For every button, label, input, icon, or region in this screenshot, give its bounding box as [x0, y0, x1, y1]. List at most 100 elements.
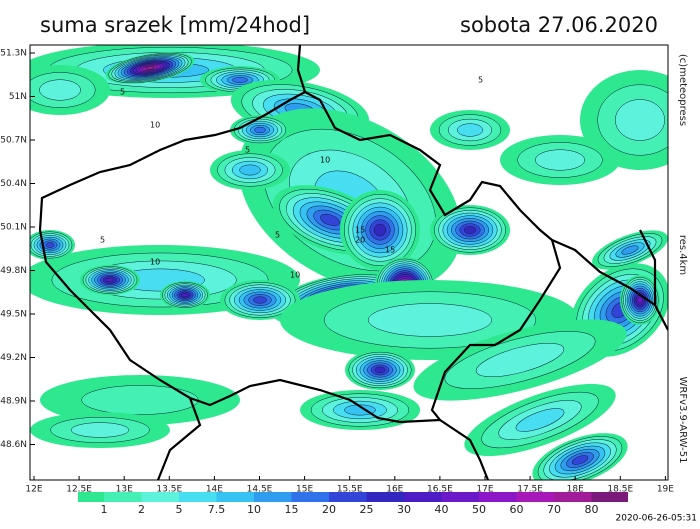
timestamp: 2020-06-26-05:31 — [616, 514, 698, 524]
lon-label: 14.5E — [247, 485, 273, 495]
precip-blob — [367, 303, 493, 337]
contour-label: 10 — [150, 121, 160, 130]
precip-blob — [571, 455, 589, 465]
lon-label: 19E — [657, 485, 674, 495]
legend-label: 60 — [510, 503, 524, 516]
lat-label: 48.6N — [0, 440, 27, 450]
lon-label: 17.5E — [517, 485, 543, 495]
precip-blob — [81, 385, 199, 415]
title: suma srazek [mm/24hod] — [40, 13, 310, 37]
legend-label: 50 — [472, 503, 486, 516]
border-cz — [38, 90, 562, 424]
precip-blob — [232, 77, 248, 83]
border-de-at — [156, 397, 202, 480]
border-de-pl — [296, 45, 307, 93]
contour-label: 5 — [245, 146, 250, 155]
lon-label: 15.5E — [337, 485, 363, 495]
contour-label: 20 — [355, 236, 365, 245]
border-pl-sk — [639, 229, 657, 305]
precip-blob — [70, 422, 130, 438]
legend-label: 20 — [322, 503, 336, 516]
lon-label: 12E — [25, 485, 42, 495]
precip-blob — [373, 223, 387, 237]
legend-label: 1 — [101, 503, 108, 516]
lon-label: 15E — [296, 485, 313, 495]
precip-blob — [145, 66, 155, 70]
lat-label: 49.5N — [0, 310, 27, 320]
legend-label: 5 — [176, 503, 183, 516]
precip-blob — [239, 164, 261, 176]
copyright: (c)meteopress — [677, 54, 688, 126]
legend-label: 10 — [247, 503, 261, 516]
legend-swatch — [516, 492, 554, 502]
contour-label: 5 — [100, 236, 105, 245]
lon-label: 18E — [567, 485, 584, 495]
legend-label: 2 — [138, 503, 145, 516]
legend-swatch — [78, 492, 104, 502]
precip-blob — [637, 296, 643, 304]
lon-label: 18.5E — [607, 485, 633, 495]
contour-label: 5 — [275, 231, 280, 240]
legend-label: 25 — [360, 503, 374, 516]
lon-label: 17E — [476, 485, 493, 495]
lon-label: 13.5E — [156, 485, 182, 495]
lat-label: 49.2N — [0, 353, 27, 363]
legend-swatch — [366, 492, 404, 502]
border-at-sk — [439, 419, 490, 480]
legend-swatch — [329, 492, 367, 502]
precip-blob — [254, 126, 266, 134]
legend-swatch — [141, 492, 179, 502]
legend-label: 30 — [397, 503, 411, 516]
contour-label: 5 — [478, 76, 483, 85]
lon-label: 16.5E — [427, 485, 453, 495]
legend-swatch — [216, 492, 254, 502]
legend-swatch — [591, 492, 628, 502]
precip-blob — [463, 226, 477, 234]
precip-blob — [457, 123, 483, 137]
date: sobota 27.06.2020 — [460, 13, 658, 37]
contour-label: 10 — [290, 271, 300, 280]
legend-label: 80 — [585, 503, 599, 516]
lon-label: 16E — [386, 485, 403, 495]
map-frame — [29, 44, 669, 481]
precip-blob — [320, 213, 340, 227]
legend-swatch — [479, 492, 517, 502]
precip-blob — [615, 99, 665, 141]
resolution: res.4km — [677, 235, 688, 275]
lon-label: 14E — [206, 485, 223, 495]
lat-label: 50.1N — [0, 223, 27, 233]
legend-swatch — [441, 492, 479, 502]
model: WRFv3.9-ARW-51 — [677, 377, 688, 464]
lat-label: 50.7N — [0, 136, 27, 146]
legend-swatch — [291, 492, 329, 502]
precip-blob — [181, 292, 189, 298]
legend-swatch — [179, 492, 217, 502]
lon-label: 13E — [116, 485, 133, 495]
legend-swatch — [254, 492, 292, 502]
legend-swatch — [554, 492, 592, 502]
legend-label: 7.5 — [208, 503, 226, 516]
lat-label: 49.8N — [0, 266, 27, 276]
lat-label: 48.9N — [0, 397, 27, 407]
contour-label: 15 — [355, 226, 365, 235]
legend-label: 15 — [285, 503, 299, 516]
precip-blob — [253, 296, 267, 304]
lon-label: 12.5E — [66, 485, 92, 495]
legend-swatch — [104, 492, 142, 502]
lat-label: 51N — [9, 92, 27, 102]
precip-blob — [475, 343, 565, 377]
contour-label: 5 — [120, 88, 125, 97]
precip-blob — [39, 79, 81, 101]
lat-label: 50.4N — [0, 179, 27, 189]
precip-blob — [535, 149, 585, 171]
legend-label: 40 — [435, 503, 449, 516]
precip-blob — [374, 366, 386, 374]
precip-blob — [105, 277, 115, 283]
precip-blob — [45, 242, 55, 248]
precip-blob — [621, 245, 639, 255]
contour-label: 10 — [150, 258, 160, 267]
lat-label: 51.3N — [0, 49, 27, 59]
contour-label: 10 — [320, 156, 330, 165]
legend-label: 70 — [547, 503, 561, 516]
